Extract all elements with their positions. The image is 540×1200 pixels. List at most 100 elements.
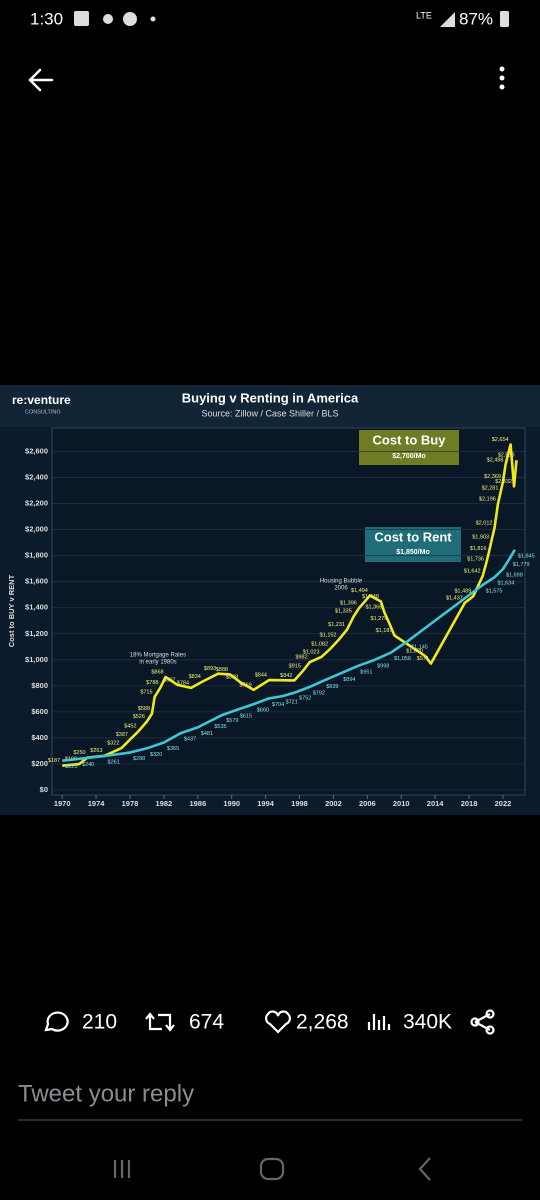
chart-subtitle: Source: Zillow / Case Shiller / BLS <box>201 408 338 418</box>
share-icon <box>470 1017 480 1027</box>
x-tick-label: 1982 <box>156 799 173 808</box>
data-label: $1,642 <box>464 569 481 575</box>
data-label: $752 <box>299 696 311 702</box>
data-label: $263 <box>90 748 102 754</box>
data-label: $1,056 <box>394 656 411 662</box>
action-icons <box>44 1009 495 1035</box>
data-label: $261 <box>108 759 120 765</box>
share-icon <box>485 1025 495 1035</box>
like-icon[interactable] <box>265 1010 291 1034</box>
y-tick-label: $1,400 <box>25 603 48 612</box>
data-label: $1,366 <box>365 605 382 611</box>
x-tick-label: 1978 <box>122 799 139 808</box>
like-count: 2,268 <box>296 1011 349 1034</box>
data-label: $1,082 <box>311 642 328 648</box>
status-icon <box>150 16 156 22</box>
reply-icon[interactable] <box>44 1011 69 1032</box>
reply-input[interactable]: Tweet your reply <box>18 1080 194 1107</box>
data-label: $1,152 <box>320 632 337 638</box>
data-label: $982 <box>295 655 307 661</box>
status-icon <box>103 14 113 24</box>
data-label: $2,369 <box>484 474 501 480</box>
data-label: $1,396 <box>340 601 357 607</box>
annotation: 2006 <box>334 586 348 592</box>
data-label: $1,698 <box>506 572 523 578</box>
data-label: $792 <box>313 690 325 696</box>
data-label: $2,196 <box>479 497 496 503</box>
data-label: $894 <box>343 677 355 683</box>
data-label: $769 <box>239 682 251 688</box>
data-label: $1,030 <box>406 648 423 654</box>
y-tick-label: $800 <box>31 681 48 690</box>
series-line <box>62 549 516 762</box>
data-label: $1,023 <box>303 649 320 655</box>
data-label: $579 <box>226 718 238 724</box>
recents-button[interactable] <box>113 1160 131 1178</box>
retweet-icon[interactable] <box>145 1012 175 1032</box>
data-label: $1,816 <box>470 546 487 552</box>
data-label: $240 <box>82 762 94 768</box>
plot-area <box>51 427 526 796</box>
data-label: $834 <box>189 674 201 680</box>
y-tick-label: $1,200 <box>25 629 48 638</box>
logo: re:venture <box>12 393 71 407</box>
x-tick-label: 1998 <box>291 799 308 808</box>
data-label: $1,634 <box>497 581 514 587</box>
status-time: 1:30 <box>30 9 63 28</box>
reply-count: 210 <box>82 1011 117 1034</box>
data-label: $1,187 <box>376 628 393 634</box>
retweet-count: 674 <box>189 1011 224 1034</box>
nav-bar <box>113 1157 431 1181</box>
data-label: $1,845 <box>518 553 535 559</box>
data-label: $807 <box>163 677 175 683</box>
y-tick-label: $2,000 <box>25 525 48 534</box>
data-label: $2,281 <box>482 486 499 492</box>
data-label: $1,489 <box>454 589 471 595</box>
x-tick-label: 1974 <box>88 799 106 808</box>
data-label: $715 <box>140 689 152 695</box>
data-label: $1,437 <box>446 595 463 601</box>
views-icon[interactable] <box>367 1014 391 1030</box>
data-label: $1,231 <box>328 622 345 628</box>
y-tick-label: $2,200 <box>25 499 48 508</box>
data-label: $481 <box>201 731 213 737</box>
annotation: Cost to Buy <box>373 432 447 447</box>
more-button[interactable] <box>499 66 505 90</box>
home-button[interactable] <box>259 1157 285 1181</box>
x-tick-label: 1986 <box>189 799 206 808</box>
data-label: $2,332 <box>495 479 512 485</box>
data-label: $288 <box>133 756 145 762</box>
x-tick-label: 1994 <box>257 799 275 808</box>
data-label: $888 <box>216 667 228 673</box>
nav-back-button[interactable] <box>418 1157 431 1181</box>
data-label: $1,736 <box>467 556 484 562</box>
data-label: $1,145 <box>411 644 428 650</box>
x-tick-label: 2006 <box>359 799 376 808</box>
x-tick-label: 1990 <box>223 799 240 808</box>
data-label: $1,279 <box>371 616 388 622</box>
buy-callout <box>359 430 459 465</box>
status-icon <box>74 11 89 26</box>
data-label: $387 <box>116 732 128 738</box>
annotation: 18% Mortgage Rates <box>130 653 186 659</box>
data-label: $784 <box>177 680 189 686</box>
data-label: $2,533 <box>498 453 515 459</box>
annotation: Housing Bubble <box>320 579 363 585</box>
x-tick-label: 2010 <box>393 799 410 808</box>
y-tick-label: $2,600 <box>25 447 48 456</box>
series-line <box>62 443 518 767</box>
y-axis-label: Cost to BUY v RENT <box>7 574 16 647</box>
data-label: $2,012 <box>476 521 493 527</box>
share-icon <box>485 1009 495 1019</box>
data-label: $1,448 <box>362 594 379 600</box>
x-tick-label: 2022 <box>495 799 512 808</box>
signal-icon <box>440 12 455 27</box>
data-label: $951 <box>360 670 372 676</box>
data-label: $526 <box>133 714 145 720</box>
annotation: $1,850/Mo <box>396 549 429 556</box>
chart-header <box>0 385 540 427</box>
data-label: $788 <box>146 680 158 686</box>
back-button[interactable] <box>28 68 54 92</box>
y-tick-label: $1,600 <box>25 577 48 586</box>
data-label: $844 <box>255 673 267 679</box>
